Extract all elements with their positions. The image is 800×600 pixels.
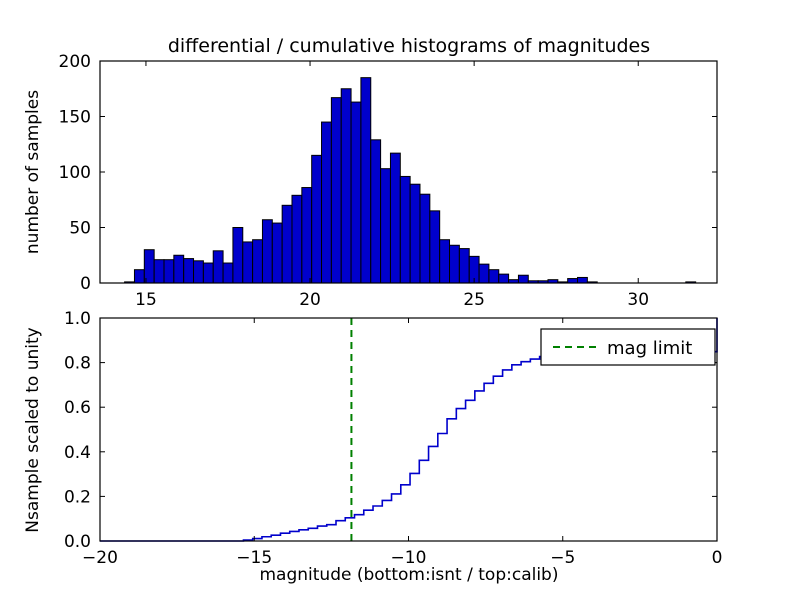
x-tick-label: −10 (391, 548, 427, 568)
x-tick-label: 20 (299, 290, 321, 310)
histogram-bar (370, 139, 382, 284)
y-tick-label: 100 (59, 163, 91, 183)
histogram-bar (498, 273, 510, 284)
bottom-axes-xlabel: magnitude (bottom:isnt / top:calib) (260, 565, 559, 585)
histogram-bar (301, 187, 313, 284)
histogram-bar (380, 168, 391, 284)
histogram-bar (281, 204, 293, 284)
histogram-bar (242, 241, 254, 284)
histogram-bar (321, 121, 332, 284)
histogram-bar (458, 248, 470, 284)
x-tick-label: −20 (82, 548, 118, 568)
histogram-bar (360, 77, 372, 284)
histogram-bar (311, 154, 323, 284)
y-tick-label: 50 (69, 219, 91, 239)
histogram-bar (488, 269, 500, 284)
bottom-axes-cumulative-histogram: −20 −15 −10 −5 0 0.0 0.2 0.4 0.6 0.8 1.0 Nsample … (23, 309, 722, 585)
histogram-bar (439, 239, 451, 284)
histogram-bar (350, 101, 362, 284)
histogram-bar (399, 175, 411, 284)
histogram-bar (517, 274, 529, 284)
histogram-bar (212, 250, 224, 284)
top-axes-xticks: 15 20 25 30 (135, 61, 649, 310)
legend[interactable]: mag limit (540, 328, 716, 366)
y-tick-label: 200 (59, 52, 91, 72)
histogram-bar (153, 259, 165, 284)
histogram-bar (183, 258, 195, 284)
top-axes-ylabel: number of samples (23, 90, 43, 254)
y-tick-label: 0 (80, 274, 91, 294)
x-tick-label: −5 (550, 548, 575, 568)
top-axes-yticks: 0 50 100 150 200 (59, 52, 717, 294)
histogram-bar (291, 194, 303, 284)
y-tick-label: 0.6 (64, 398, 91, 418)
x-tick-label: 0 (712, 548, 723, 568)
histogram-bar (173, 254, 185, 284)
y-tick-label: 0.4 (64, 443, 91, 463)
histogram-bar (478, 263, 490, 284)
y-tick-label: 0.8 (64, 354, 91, 374)
y-tick-label: 1.0 (64, 309, 91, 329)
page-title: differential / cumulative histograms of … (168, 35, 650, 57)
y-tick-label: 150 (59, 108, 91, 128)
histogram-bar (202, 262, 214, 284)
histogram-bar (340, 88, 352, 284)
x-tick-label: 15 (135, 290, 157, 310)
top-axes-differential-histogram: differential / cumulative histograms of … (23, 35, 718, 310)
y-tick-label: 0.0 (64, 532, 91, 552)
histogram-bar (449, 244, 460, 284)
bottom-axes-xticks: −20 −15 −10 −5 0 (82, 318, 722, 568)
histogram-bar (577, 276, 588, 284)
histogram-bar (252, 239, 263, 284)
histogram-bar (409, 183, 421, 284)
top-axes-bars (124, 77, 697, 284)
histogram-bar (330, 97, 342, 284)
histogram-bar (222, 262, 234, 284)
bottom-axes-yticks: 0.0 0.2 0.4 0.6 0.8 1.0 (64, 309, 717, 552)
histogram-bar (163, 259, 175, 284)
histogram-bar (389, 152, 401, 284)
histogram-bar (261, 219, 273, 284)
x-tick-label: −15 (236, 548, 272, 568)
histogram-bar (133, 269, 145, 284)
histogram-bar (429, 210, 441, 284)
histogram-bar (232, 227, 244, 284)
x-tick-label: 30 (627, 290, 649, 310)
y-tick-label: 0.2 (64, 487, 91, 507)
x-tick-label: 25 (463, 290, 485, 310)
histogram-bar (193, 260, 204, 284)
histogram-bar (419, 193, 431, 284)
legend-label-mag-limit: mag limit (607, 338, 692, 359)
histogram-bar (567, 278, 579, 284)
histogram-bar (271, 222, 283, 284)
bottom-axes-ylabel: Nsample scaled to unity (23, 327, 43, 532)
